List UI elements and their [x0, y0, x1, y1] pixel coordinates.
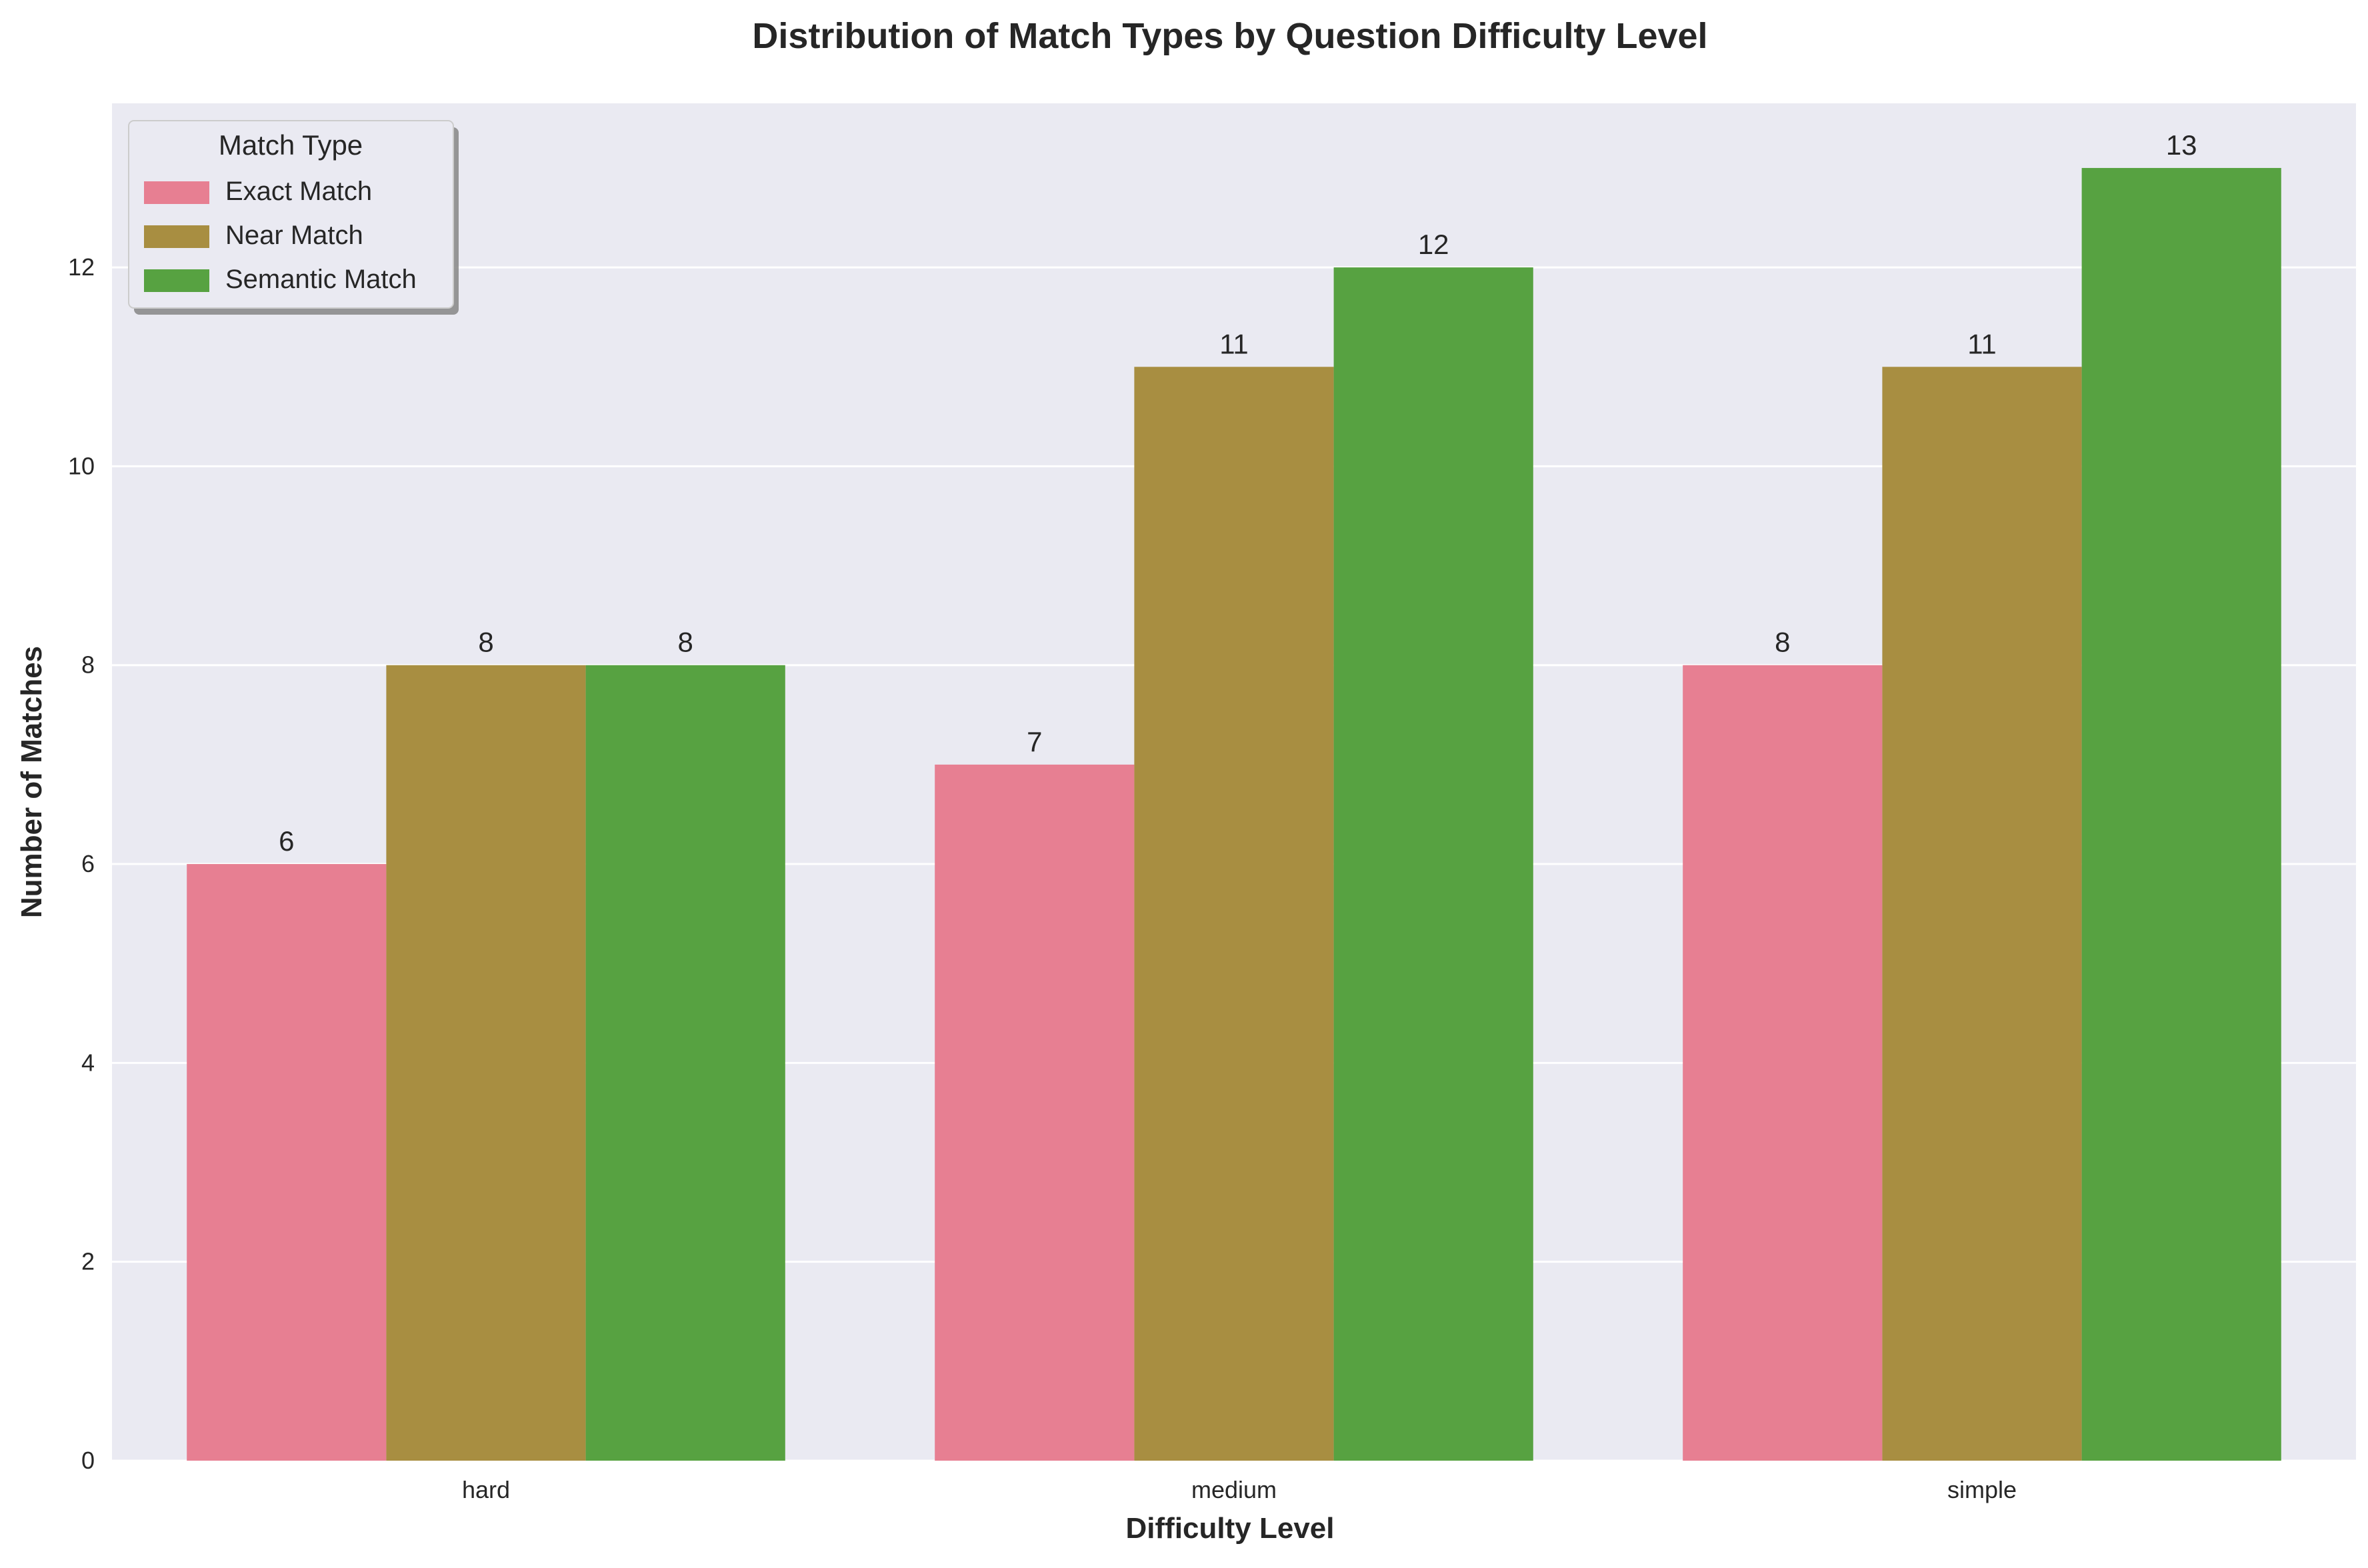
bar-value-label: 13 [2166, 129, 2197, 161]
legend-entry-label: Exact Match [225, 177, 372, 206]
legend-entry-label: Semantic Match [225, 265, 417, 294]
bar [1882, 367, 2082, 1461]
y-tick-label: 0 [81, 1447, 95, 1474]
legend-swatch [144, 269, 209, 292]
y-tick-label: 8 [81, 651, 95, 679]
legend-box [128, 120, 454, 309]
bar-value-label: 11 [1967, 328, 1997, 359]
y-tick-label: 4 [81, 1049, 95, 1076]
x-tick-label: medium [1191, 1476, 1277, 1503]
bar-value-label: 6 [279, 825, 294, 857]
legend-swatch [144, 181, 209, 204]
bar [935, 764, 1135, 1461]
legend-swatch [144, 225, 209, 248]
legend-title: Match Type [219, 129, 363, 161]
y-tick-label: 6 [81, 850, 95, 877]
y-axis-label: Number of Matches [15, 646, 48, 918]
bar-value-label: 8 [678, 627, 693, 658]
x-axis-label: Difficulty Level [1126, 1512, 1335, 1545]
y-tick-label: 12 [68, 253, 95, 281]
bar-value-label: 7 [1027, 726, 1042, 757]
bar [386, 665, 586, 1461]
bar [1134, 367, 1334, 1461]
bar [187, 864, 387, 1461]
legend-entry-label: Near Match [225, 221, 363, 250]
bar-value-label: 11 [1219, 328, 1249, 359]
y-axis-ticks: 0 2 4 6 8 10 12 [68, 253, 95, 1474]
x-tick-label: simple [1947, 1476, 2017, 1503]
bar [2081, 167, 2281, 1461]
bars [187, 167, 2281, 1461]
bar [1683, 665, 1883, 1461]
bar-value-label: 8 [478, 627, 493, 658]
x-axis-ticks: hard medium simple [462, 1476, 2017, 1503]
bar-value-label: 12 [1418, 229, 1449, 260]
y-tick-label: 2 [81, 1248, 95, 1275]
bar-value-labels: 6 8 8 7 11 12 8 11 13 [279, 129, 2197, 857]
bar [1333, 267, 1533, 1461]
y-tick-label: 10 [68, 452, 95, 479]
legend: Match Type Exact Match Near Match Semantic… [128, 120, 459, 315]
bar-value-label: 8 [1775, 627, 1790, 658]
chart-title: Distribution of Match Types by Question … [752, 16, 1707, 56]
bar [585, 665, 785, 1461]
x-tick-label: hard [462, 1476, 510, 1503]
